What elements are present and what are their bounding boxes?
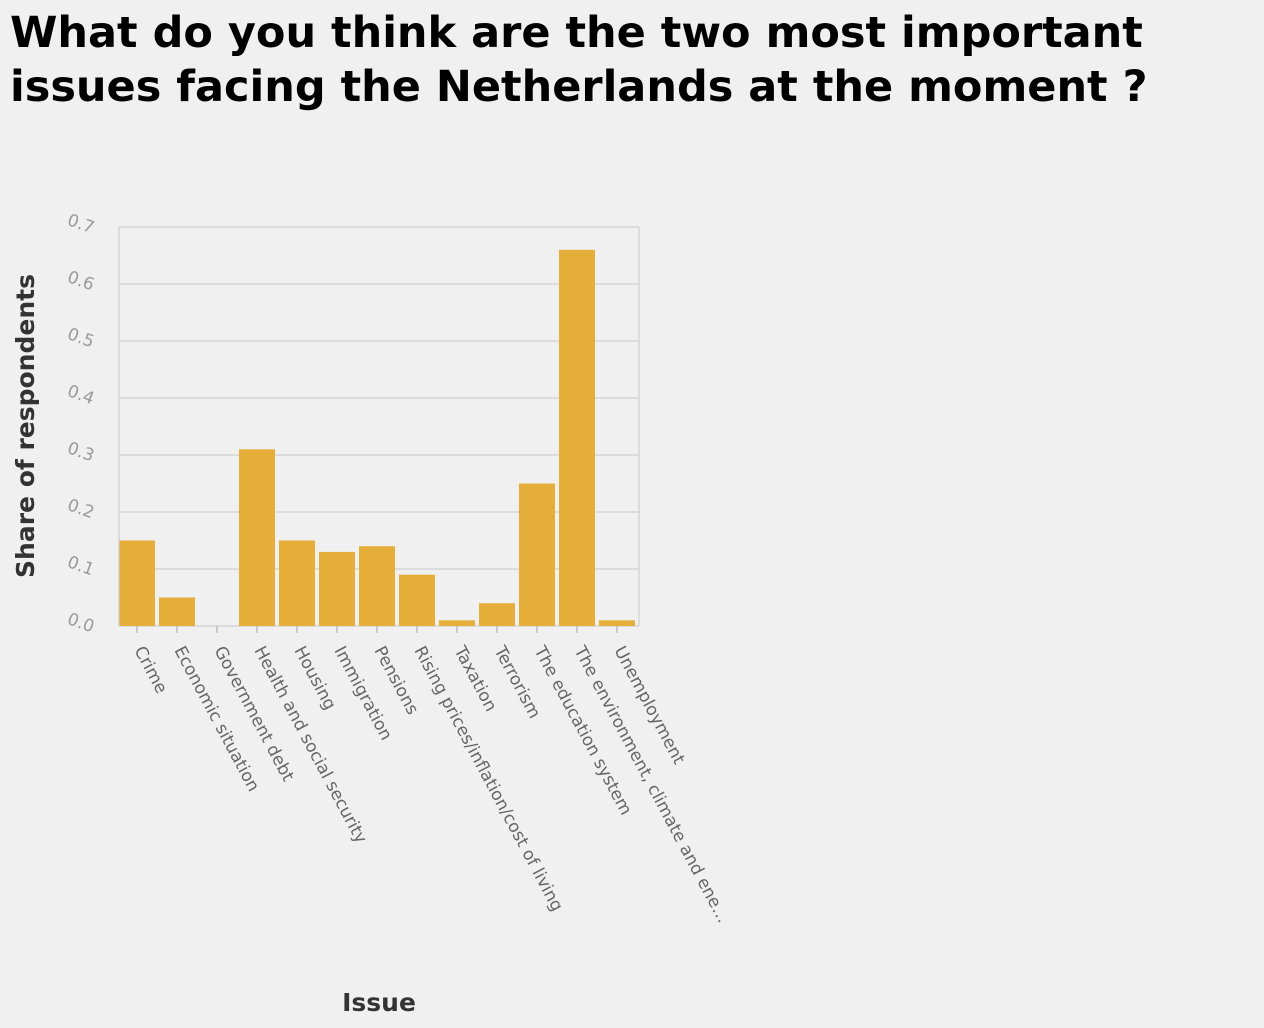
y-tick-label: 0.0 xyxy=(65,609,97,637)
gridlines xyxy=(119,226,639,627)
bars xyxy=(119,249,635,627)
bar xyxy=(239,449,275,626)
bar xyxy=(319,551,355,626)
bar xyxy=(119,540,155,626)
bar xyxy=(479,603,515,626)
bar xyxy=(559,249,595,627)
bar xyxy=(399,574,435,626)
y-tick-label: 0.4 xyxy=(65,381,97,409)
x-tick-label: Crime xyxy=(130,643,171,697)
y-tick-label: 0.6 xyxy=(65,267,97,295)
y-axis-title: Share of respondents xyxy=(11,274,40,578)
x-axis-title: Issue xyxy=(342,988,416,1017)
bar xyxy=(159,597,195,626)
bar xyxy=(359,546,395,626)
y-tick-label: 0.2 xyxy=(65,495,97,523)
y-tick-label: 0.5 xyxy=(65,324,97,352)
bar xyxy=(519,483,555,626)
bar xyxy=(279,540,315,626)
y-tick-label: 0.1 xyxy=(65,552,97,580)
y-tick-label: 0.3 xyxy=(65,438,97,466)
x-tick-label: The environment, climate and ene… xyxy=(569,642,733,926)
bar xyxy=(599,620,635,626)
bar xyxy=(439,620,475,626)
y-tick-label: 0.7 xyxy=(65,210,97,238)
chart-title: What do you think are the two most impor… xyxy=(10,8,1148,112)
